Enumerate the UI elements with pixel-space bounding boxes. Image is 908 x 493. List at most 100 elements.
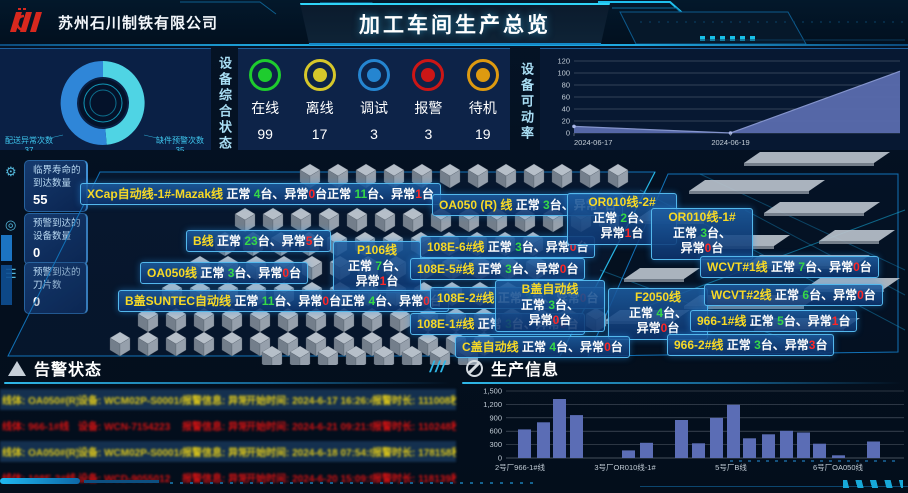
stat-label-line1: 预警到达的 <box>33 218 81 229</box>
status-value: 3 <box>424 126 433 142</box>
status-dot <box>258 68 273 82</box>
alarm-panel: 告警状态 /// 线体: OA050#(R)线设备: WCM02P-S0001#… <box>0 352 456 492</box>
stat-value: 0 <box>33 294 86 309</box>
line-chip[interactable]: B线 正常 23台、异常5台 <box>186 230 332 252</box>
svg-text:5号厂B线: 5号厂B线 <box>715 462 747 472</box>
company-logo <box>10 8 42 32</box>
header-decoration <box>180 1 905 46</box>
stat-label-line2: 刀片数 <box>33 280 86 293</box>
svg-text:120: 120 <box>557 57 570 66</box>
svg-text:35: 35 <box>176 146 185 151</box>
status-ring-icon <box>303 59 336 91</box>
status-value: 3 <box>370 126 378 142</box>
status-dot <box>475 68 490 82</box>
line-chip[interactable]: XCap自动线-1#-Mazak线 正常 4台、异常0台正常 11台、异常1台 <box>80 183 441 205</box>
status-label: 待机 <box>468 100 497 116</box>
status-label: 在线 <box>251 100 280 116</box>
alarm-title: 告警状态 <box>34 362 103 379</box>
logo-area: 苏州石川制铁有限公司 <box>10 8 218 36</box>
header: 苏州石川制铁有限公司 加工车间生产总览 <box>0 0 908 46</box>
availability-label: 设备可动率 <box>519 62 534 142</box>
svg-text:缺件预警次数: 缺件预警次数 <box>156 135 204 145</box>
header-divider <box>0 44 908 46</box>
production-header: 生产信息 <box>458 352 908 380</box>
status-ring-icon <box>466 59 499 91</box>
alarm-header: 告警状态 /// <box>0 352 456 380</box>
status-value: 17 <box>311 126 328 142</box>
footer-bar <box>84 480 159 483</box>
status-dot <box>421 68 436 82</box>
camera-icon: ◎ <box>5 217 17 232</box>
svg-text:2号厂966-1#线: 2号厂966-1#线 <box>495 462 546 472</box>
line-chip[interactable]: WCVT#2线 正常 6台、异常0台 <box>704 284 883 306</box>
stat-box: ⚙ 临界寿命的 到达数量 55 <box>5 160 88 212</box>
status-ring-icon <box>412 59 445 91</box>
stat-value: 0 <box>33 244 41 260</box>
status-ring-icon <box>357 59 390 91</box>
svg-text:1,200: 1,200 <box>483 400 502 409</box>
footer-dotted-line <box>170 482 540 484</box>
svg-text:0: 0 <box>566 129 570 138</box>
availability-area-chart: 0 20 40 60 80 100 120 2024-06-17 2024-06-19 <box>557 57 901 147</box>
svg-text:100: 100 <box>557 69 570 78</box>
svg-text:1,500: 1,500 <box>483 387 502 396</box>
warning-triangle-icon <box>8 360 26 376</box>
svg-text:6号厂OA050线: 6号厂OA050线 <box>813 462 864 472</box>
device-status-label: 设备综合状态 <box>217 56 232 152</box>
svg-text:80: 80 <box>562 81 570 90</box>
line-chip[interactable]: 966-2#线 正常 3台、异常3台 <box>667 334 835 356</box>
svg-text:37: 37 <box>25 146 34 151</box>
availability-panel: 0 20 40 60 80 100 120 2024-06-17 2024-06-19 <box>540 48 908 150</box>
svg-text:配送异常次数: 配送异常次数 <box>5 135 53 145</box>
stat-label-line1: 临界寿命的 <box>33 165 81 176</box>
svg-text:300: 300 <box>489 440 502 449</box>
line-chip[interactable]: B盖自动线 正常 3台、 异常0台 <box>495 280 605 332</box>
line-chip[interactable]: C盖自动线 正常 4台、异常0台 <box>455 336 630 358</box>
status-indicator: 离线 17 <box>303 59 336 142</box>
device-status-donut-chart: 配送异常次数 37 缺件预警次数 35 原料预警次数 0 <box>5 60 204 197</box>
stat-label-line2: 到达数量 <box>33 177 72 189</box>
status-indicator: 调试 3 <box>357 59 390 142</box>
footer-progress-bar <box>0 478 80 484</box>
production-header-underline <box>462 382 902 384</box>
svg-text:2024-06-17: 2024-06-17 <box>574 138 612 147</box>
page-title: 加工车间生产总览 <box>359 14 551 37</box>
status-ring-icon <box>249 59 282 91</box>
svg-text:20: 20 <box>562 117 570 126</box>
stat-label-line2: 设备数量 <box>33 230 72 242</box>
line-chip[interactable]: WCVT#1线 正常 7台、异常0台 <box>700 256 879 278</box>
footer-line <box>640 486 908 487</box>
footer-arrows-decoration <box>843 480 903 488</box>
production-panel: 生产信息 0 300 600 900 1,200 1,500 2号厂966-1#线 3号厂OR… <box>458 352 908 492</box>
status-indicator: 报警 3 <box>412 59 445 142</box>
alarm-rows: 线体: OA050#(R)线设备: WCM02P-S0001#报警信息: 异常开… <box>0 389 456 488</box>
no-entry-icon <box>466 359 483 377</box>
status-indicator: 待机 19 <box>466 59 499 142</box>
stat-label-line1: 预警到达的 <box>33 267 86 280</box>
device-status-panel: 配送异常次数 37 缺件预警次数 35 原料预警次数 0 <box>0 48 211 197</box>
line-chip[interactable]: P106线 正常 7台、 异常1台 <box>333 241 421 293</box>
alarm-row: 线体: OA050#(R)线设备: WCM02P-S0001#报警信息: 异常开… <box>0 389 456 410</box>
page-title-banner: 加工车间生产总览 <box>300 3 610 45</box>
status-value: 19 <box>474 126 491 142</box>
line-chip[interactable]: OR010线-1# 正常 3台、 异常0台 <box>651 208 753 260</box>
status-dot <box>312 68 327 82</box>
line-chip[interactable]: 108E-5#线 正常 3台、异常0台 <box>410 258 586 280</box>
line-chip[interactable]: 108E-6#线 正常 3台、异常0台 <box>420 236 596 258</box>
status-indicator: 在线 99 <box>249 59 282 142</box>
company-name: 苏州石川制铁有限公司 <box>58 14 219 32</box>
svg-text:0: 0 <box>498 454 502 463</box>
line-chip[interactable]: 966-1#线 正常 5台、异常1台 <box>690 310 858 332</box>
production-dotted-line <box>730 460 900 462</box>
line-chip[interactable]: B盖SUNTEC自动线 正常 11台、异常0台正常 4台、异常0台 <box>118 290 449 312</box>
line-chip[interactable]: OA050线 正常 3台、异常0台 <box>140 262 309 284</box>
status-label: 离线 <box>305 100 334 116</box>
stat-box: ◎ 预警到达的 设备数量 0 <box>5 213 88 265</box>
stat-value: 55 <box>33 191 48 207</box>
header-slashes: /// <box>429 359 446 376</box>
svg-text:60: 60 <box>562 93 570 102</box>
gear-icon: ⚙ <box>5 164 17 179</box>
status-label: 调试 <box>359 100 388 116</box>
svg-text:3号厂OR010线-1#: 3号厂OR010线-1# <box>594 462 656 472</box>
